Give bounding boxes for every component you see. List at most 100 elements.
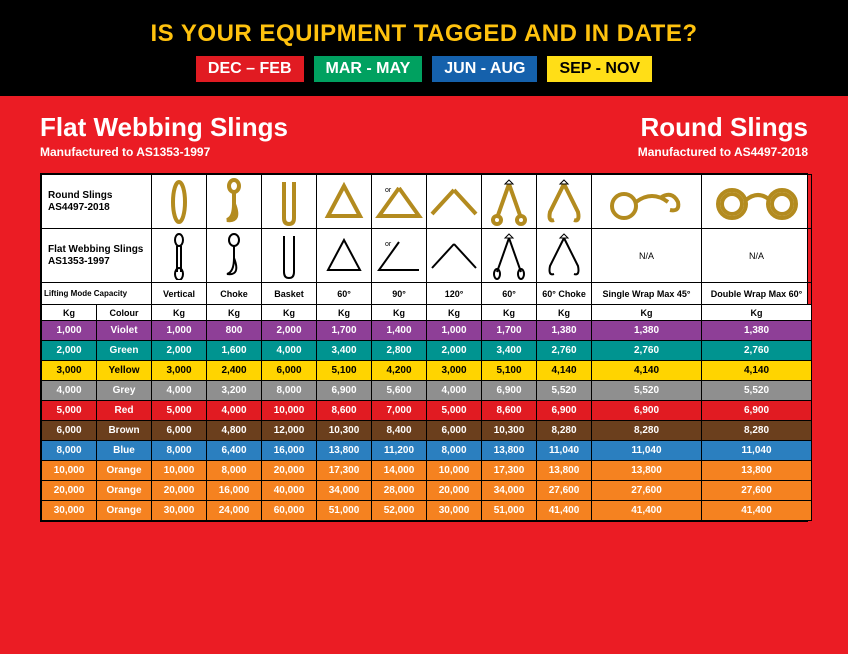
header-row: Lifting Mode CapacityVerticalChokeBasket…	[42, 283, 812, 305]
data-cell: 40,000	[262, 481, 317, 501]
data-cell: 6,400	[207, 441, 262, 461]
data-row: 20,000Orange20,00016,00040,00034,00028,0…	[42, 481, 812, 501]
data-row: 4,000Grey4,0003,2008,0006,9005,6004,0006…	[42, 381, 812, 401]
data-cell: 8,600	[482, 401, 537, 421]
illustration-row: Round SlingsAS4497-2018 or	[42, 175, 812, 229]
sling-icon	[537, 175, 592, 229]
left-title-block: Flat Webbing Slings Manufactured to AS13…	[40, 112, 288, 159]
column-header: Double Wrap Max 60°	[702, 283, 812, 305]
data-cell: 16,000	[262, 441, 317, 461]
data-cell: 17,300	[482, 461, 537, 481]
column-header: 60°	[482, 283, 537, 305]
data-cell: 24,000	[207, 501, 262, 521]
data-cell: 8,280	[537, 421, 592, 441]
data-cell: 4,140	[537, 361, 592, 381]
data-cell: 52,000	[372, 501, 427, 521]
data-cell: 10,000	[152, 461, 207, 481]
left-title: Flat Webbing Slings	[40, 112, 288, 143]
data-cell: 2,760	[702, 341, 812, 361]
data-cell: 800	[207, 321, 262, 341]
data-cell: 2,800	[372, 341, 427, 361]
data-cell: 1,000	[152, 321, 207, 341]
unit-header: Kg	[207, 305, 262, 321]
illus-row-label: Round SlingsAS4497-2018	[42, 175, 152, 229]
data-cell: 5,100	[482, 361, 537, 381]
data-cell: 1,000	[427, 321, 482, 341]
unit-header: Kg	[592, 305, 702, 321]
sling-icon	[317, 175, 372, 229]
data-row: 6,000Brown6,0004,80012,00010,3008,4006,0…	[42, 421, 812, 441]
data-cell: 41,400	[537, 501, 592, 521]
data-cell: 8,600	[317, 401, 372, 421]
data-cell: 3,400	[317, 341, 372, 361]
data-cell: Orange	[97, 481, 152, 501]
data-cell: 6,900	[537, 401, 592, 421]
sling-icon	[262, 229, 317, 283]
svg-text:or: or	[385, 187, 392, 194]
season-tag: SEP - NOV	[547, 56, 652, 82]
data-row: 1,000Violet1,0008002,0001,7001,4001,0001…	[42, 321, 812, 341]
data-cell: 27,600	[537, 481, 592, 501]
illus-row-label: Flat Webbing SlingsAS1353-1997	[42, 229, 152, 283]
column-header: Choke	[207, 283, 262, 305]
data-cell: 27,600	[592, 481, 702, 501]
data-cell: 13,800	[592, 461, 702, 481]
sling-icon	[152, 175, 207, 229]
data-cell: Orange	[97, 461, 152, 481]
data-row: 10,000Orange10,0008,00020,00017,30014,00…	[42, 461, 812, 481]
sling-icon	[262, 175, 317, 229]
data-cell: 30,000	[427, 501, 482, 521]
data-cell: 17,300	[317, 461, 372, 481]
sling-icon	[317, 229, 372, 283]
left-subtitle: Manufactured to AS1353-1997	[40, 145, 288, 159]
data-cell: 4,800	[207, 421, 262, 441]
unit-header: Colour	[97, 305, 152, 321]
data-cell: 30,000	[42, 501, 97, 521]
data-cell: 6,000	[427, 421, 482, 441]
data-cell: 6,900	[482, 381, 537, 401]
unit-header: Kg	[152, 305, 207, 321]
column-header: 60°	[317, 283, 372, 305]
data-cell: 4,000	[262, 341, 317, 361]
column-header: 90°	[372, 283, 427, 305]
data-cell: Red	[97, 401, 152, 421]
data-cell: 12,000	[262, 421, 317, 441]
unit-header: Kg	[702, 305, 812, 321]
data-cell: 2,000	[262, 321, 317, 341]
data-cell: 6,000	[152, 421, 207, 441]
sling-table: Round SlingsAS4497-2018 or Flat Webbing Sl…	[41, 174, 812, 521]
data-cell: 20,000	[42, 481, 97, 501]
data-cell: 2,000	[42, 341, 97, 361]
sling-icon	[482, 175, 537, 229]
data-cell: 5,100	[317, 361, 372, 381]
data-cell: 28,000	[372, 481, 427, 501]
data-cell: 10,300	[482, 421, 537, 441]
data-cell: 4,000	[42, 381, 97, 401]
data-cell: 2,760	[537, 341, 592, 361]
season-tag: MAR - MAY	[314, 56, 423, 82]
data-cell: 2,000	[427, 341, 482, 361]
data-cell: Brown	[97, 421, 152, 441]
sling-icon	[537, 229, 592, 283]
data-cell: 5,000	[427, 401, 482, 421]
sling-icon: or	[372, 175, 427, 229]
unit-header: Kg	[317, 305, 372, 321]
data-cell: 1,600	[207, 341, 262, 361]
data-cell: 5,520	[592, 381, 702, 401]
na-cell: N/A	[702, 229, 812, 283]
data-cell: 4,000	[152, 381, 207, 401]
svg-text:or: or	[385, 241, 392, 248]
data-cell: 6,000	[42, 421, 97, 441]
data-cell: 13,800	[702, 461, 812, 481]
data-cell: 1,380	[537, 321, 592, 341]
data-cell: 34,000	[317, 481, 372, 501]
content-area: Flat Webbing Slings Manufactured to AS13…	[0, 96, 848, 542]
data-cell: 10,000	[262, 401, 317, 421]
illustration-row: Flat Webbing SlingsAS1353-1997orN/AN/A	[42, 229, 812, 283]
data-cell: 4,000	[427, 381, 482, 401]
data-cell: 20,000	[262, 461, 317, 481]
data-cell: 11,040	[537, 441, 592, 461]
data-cell: 8,400	[372, 421, 427, 441]
data-cell: 11,200	[372, 441, 427, 461]
data-row: 2,000Green2,0001,6004,0003,4002,8002,000…	[42, 341, 812, 361]
